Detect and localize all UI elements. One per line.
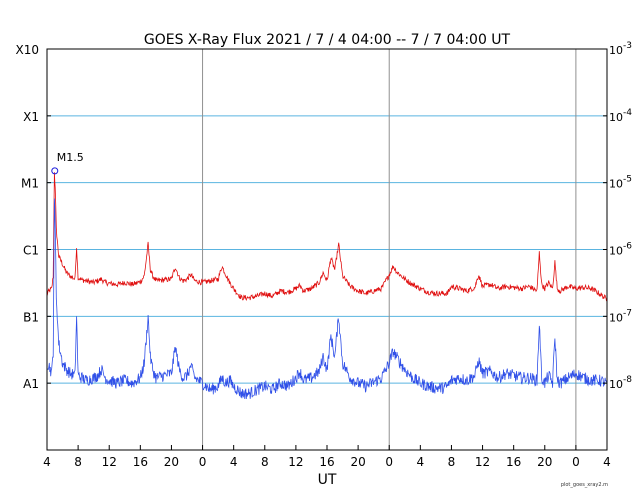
right-y-label-3: 10-6	[609, 242, 632, 258]
x-tick-label-2: 12	[102, 455, 117, 469]
right-y-label-4: 10-7	[609, 308, 632, 324]
plot-credit: plot_goes_xray2.m	[561, 482, 608, 488]
chart-title: GOES X-Ray Flux 2021 / 7 / 4 04:00 -- 7 …	[144, 32, 511, 48]
long-channel-line	[46, 172, 608, 302]
x-tick-label-14: 12	[475, 455, 490, 469]
x-tick-label-17: 0	[572, 455, 580, 469]
x-tick-label-18: 4	[603, 455, 611, 469]
right-y-label-1: 10-4	[609, 108, 632, 124]
left-y-label-x10: X10	[16, 43, 40, 57]
x-tick-label-5: 0	[199, 455, 207, 469]
left-y-label-a1: A1	[23, 377, 39, 391]
x-tick-label-1: 8	[74, 455, 82, 469]
short-channel-line	[46, 198, 608, 400]
grid-layer	[47, 49, 607, 450]
left-y-label-m1: M1	[21, 177, 39, 191]
x-tick-label-16: 20	[537, 455, 552, 469]
right-y-label-0: 10-3	[609, 41, 632, 57]
axis-layer: X10 X1 M1 C1 B1 A1 10-3 10-4 10-5 10-6 10-7 10-8 4 8 1…	[16, 41, 633, 469]
x-tick-label-3: 16	[133, 455, 148, 469]
x-tick-label-11: 0	[385, 455, 393, 469]
x-tick-label-8: 12	[288, 455, 303, 469]
x-tick-label-4: 20	[164, 455, 179, 469]
x-tick-label-6: 4	[230, 455, 238, 469]
x-tick-label-13: 8	[448, 455, 456, 469]
left-y-label-b1: B1	[23, 310, 39, 324]
x-tick-label-12: 4	[417, 455, 425, 469]
left-y-label-c1: C1	[23, 244, 39, 258]
right-y-label-5: 10-8	[609, 375, 632, 391]
flare-marker	[51, 167, 59, 175]
x-tick-label-10: 20	[350, 455, 365, 469]
series-layer: M1.5	[46, 151, 608, 400]
left-y-label-x1: X1	[23, 110, 39, 124]
x-tick-label-0: 4	[43, 455, 51, 469]
x-tick-label-9: 16	[319, 455, 334, 469]
right-y-label-2: 10-5	[609, 175, 632, 191]
x-tick-label-15: 16	[506, 455, 521, 469]
x-axis-label: UT	[318, 472, 337, 488]
flare-annotation-label: M1.5	[57, 151, 84, 164]
x-tick-label-7: 8	[261, 455, 269, 469]
